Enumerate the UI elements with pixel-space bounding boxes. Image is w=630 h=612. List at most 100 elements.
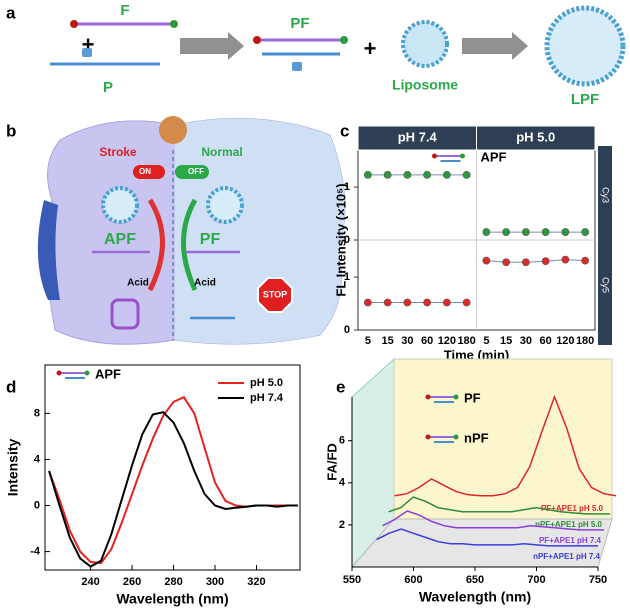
- dot: [383, 170, 392, 179]
- y-tick-label: 2: [339, 519, 345, 531]
- liposome-icon: [401, 20, 449, 68]
- x-tick-label: 260: [123, 576, 141, 588]
- cell-edge: [37, 200, 60, 300]
- y-tick-label: 0: [344, 324, 350, 336]
- x-tick-label: 30: [520, 335, 532, 347]
- x-tick-label: 240: [81, 576, 99, 588]
- label-pf: PF: [290, 15, 309, 32]
- series-label: PF+APE1 pH 7.4: [539, 536, 602, 545]
- channel-label: Cy5: [601, 277, 611, 293]
- panel-b: b Stroke Normal ON OFF APF PF Acid Acid …: [6, 116, 346, 345]
- panel-a: a F + P PF + Liposome LPF: [6, 2, 626, 108]
- switch-on: [133, 165, 165, 179]
- channel-strip: [598, 146, 612, 240]
- label-pf: PF: [200, 231, 221, 248]
- dot: [561, 255, 570, 264]
- dot: [403, 298, 412, 307]
- label-stroke: Stroke: [99, 145, 137, 159]
- brain-icon: [159, 116, 187, 144]
- spectrum: [382, 510, 604, 531]
- label-normal: Normal: [201, 145, 242, 159]
- legend-icon: [432, 153, 437, 159]
- group-header: [476, 125, 596, 151]
- legend-icon: [460, 153, 465, 159]
- fluor-dot: [340, 36, 348, 44]
- dot: [442, 298, 451, 307]
- legend-icon: [56, 370, 62, 376]
- spectrum: [388, 496, 610, 515]
- dot: [462, 170, 471, 179]
- dot: [423, 170, 432, 179]
- spectrum: [394, 394, 617, 497]
- x-tick-label: 120: [438, 335, 456, 347]
- panel-label: a: [6, 3, 16, 22]
- x-tick-label: 60: [540, 335, 552, 347]
- switch-off-label: OFF: [188, 167, 204, 176]
- legend-label: APF: [481, 149, 507, 164]
- x-tick-label: 550: [343, 574, 361, 586]
- dot: [541, 228, 550, 236]
- label-acid: Acid: [194, 278, 216, 289]
- dot: [521, 258, 530, 267]
- legend-label: pH 5.0: [250, 377, 283, 389]
- group-label: pH 7.4: [398, 129, 438, 144]
- dot: [363, 170, 372, 179]
- fluor-dot: [170, 20, 178, 28]
- y-tick-label: 6: [339, 435, 345, 447]
- legend-icon: [453, 394, 459, 400]
- label-p: P: [103, 79, 113, 96]
- panel-label: b: [6, 121, 16, 140]
- dot: [482, 228, 491, 236]
- legend-icon: [84, 370, 90, 376]
- series-label: PF+APE1 pH 5.0: [541, 504, 604, 513]
- dot: [521, 228, 530, 236]
- dot: [502, 228, 511, 236]
- legend-label: pH 7.4: [250, 392, 284, 404]
- switch-off: [175, 165, 209, 179]
- x-axis-label: Wavelength (nm): [116, 591, 228, 607]
- quencher-dot: [70, 20, 78, 28]
- y-tick-label: 1: [344, 181, 350, 193]
- stop-sign: [257, 277, 293, 313]
- quencher-dot: [253, 36, 261, 44]
- x-tick-label: 320: [247, 576, 265, 588]
- y-tick-label: 8: [34, 407, 40, 419]
- x-tick-label: 5: [483, 335, 489, 347]
- lpf-icon: [544, 5, 626, 87]
- back-wall: [393, 358, 613, 520]
- y-axis-label: FL Intensity (×10⁵): [333, 183, 348, 296]
- legend-label: nPF: [464, 430, 489, 445]
- arrow: [180, 32, 244, 60]
- arrow: [462, 32, 528, 60]
- y-tick-label: -4: [30, 545, 41, 557]
- x-axis-label: Wavelength (nm): [419, 589, 531, 605]
- panel-label: e: [336, 377, 345, 396]
- dot: [363, 298, 372, 307]
- plot-frame: [44, 364, 301, 571]
- spectrum: [376, 528, 598, 547]
- x-tick-label: 750: [589, 574, 607, 586]
- x-tick-label: 5: [365, 335, 371, 347]
- plus: +: [364, 36, 377, 61]
- lock-icon: [292, 62, 302, 71]
- y-tick-label: 4: [34, 453, 41, 465]
- label-acid: Acid: [127, 278, 149, 289]
- hairpin: [110, 298, 140, 330]
- legend-label: PF: [464, 390, 481, 405]
- legend-icon: [425, 394, 431, 400]
- dot: [383, 298, 392, 307]
- switch-on-label: ON: [139, 167, 151, 176]
- label-apf: APF: [104, 231, 136, 248]
- y-tick-label: 0: [34, 499, 40, 511]
- lock-icon: [82, 48, 92, 57]
- y-tick-label: 1: [344, 271, 350, 283]
- dot: [541, 257, 550, 266]
- x-tick-label: 180: [576, 335, 594, 347]
- panel-label: d: [6, 377, 16, 396]
- x-tick-label: 700: [527, 574, 545, 586]
- arrow-stroke: [147, 198, 165, 292]
- group-label: pH 5.0: [516, 129, 555, 144]
